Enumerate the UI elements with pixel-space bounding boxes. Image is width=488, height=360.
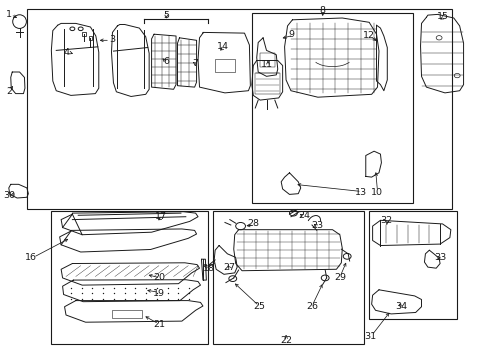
Text: 8: 8 xyxy=(319,6,325,15)
Text: 30: 30 xyxy=(4,191,16,199)
Text: 28: 28 xyxy=(247,219,259,228)
Text: 1: 1 xyxy=(6,10,12,19)
Bar xyxy=(255,73,279,94)
Text: 32: 32 xyxy=(380,216,391,225)
Text: 20: 20 xyxy=(153,274,164,282)
Text: 31: 31 xyxy=(364,332,376,341)
Text: 17: 17 xyxy=(155,212,167,221)
Text: 10: 10 xyxy=(370,188,382,197)
Bar xyxy=(27,9,451,209)
Text: 25: 25 xyxy=(253,302,264,311)
Text: 12: 12 xyxy=(363,31,374,40)
Text: 2: 2 xyxy=(6,87,12,96)
Text: 24: 24 xyxy=(298,211,309,220)
Bar xyxy=(212,211,364,344)
Bar xyxy=(215,59,234,72)
Text: 29: 29 xyxy=(333,274,345,282)
Text: 3: 3 xyxy=(109,35,115,44)
Bar xyxy=(88,36,92,40)
Text: 7: 7 xyxy=(192,58,198,68)
Text: 21: 21 xyxy=(153,320,164,329)
Text: 9: 9 xyxy=(287,30,293,39)
Text: 11: 11 xyxy=(260,60,272,69)
Bar xyxy=(82,32,86,36)
Text: 18: 18 xyxy=(203,264,215,273)
Bar xyxy=(51,211,207,344)
Bar xyxy=(112,310,142,318)
Text: 23: 23 xyxy=(310,220,322,230)
Text: 4: 4 xyxy=(63,48,69,57)
Text: 15: 15 xyxy=(436,12,447,21)
Text: 16: 16 xyxy=(25,253,37,262)
Text: 27: 27 xyxy=(223,263,234,271)
Text: 13: 13 xyxy=(354,188,366,197)
Bar xyxy=(260,53,274,67)
Text: 5: 5 xyxy=(163,10,169,19)
Text: 14: 14 xyxy=(216,42,228,51)
Text: 34: 34 xyxy=(394,302,406,311)
Text: 19: 19 xyxy=(153,289,164,298)
Text: 26: 26 xyxy=(305,302,317,311)
Text: 6: 6 xyxy=(163,57,169,66)
Text: 33: 33 xyxy=(433,253,446,262)
Bar xyxy=(251,13,412,203)
Bar xyxy=(368,211,456,319)
Text: 22: 22 xyxy=(280,336,291,345)
